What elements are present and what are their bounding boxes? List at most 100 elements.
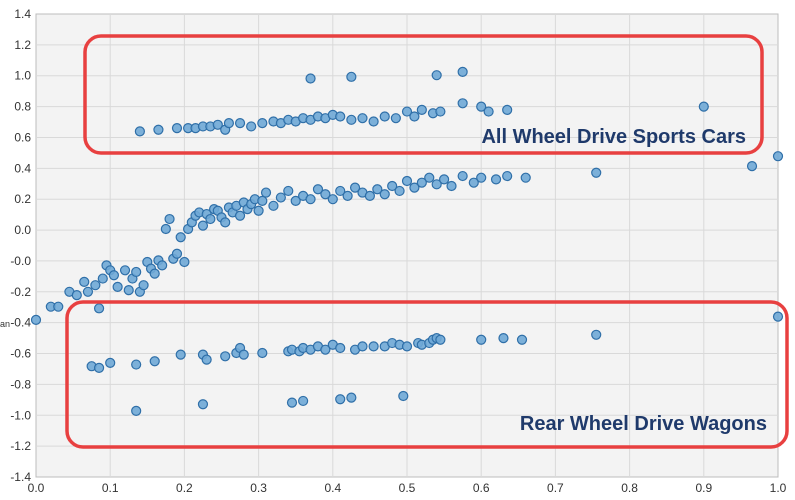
y-tick-label: 1.4 [14, 7, 31, 21]
data-point [93, 303, 105, 314]
data-point [179, 256, 190, 268]
data-point [746, 161, 758, 172]
x-tick-label: 0.1 [102, 481, 119, 495]
data-point [234, 210, 246, 221]
data-point [468, 177, 479, 188]
data-point [457, 66, 468, 77]
y-axis: 1.4 1.2 1.0 0.8 0.6 0.4 0.2 0.0 -0.0 -0.2 -0.4 -0.6… [10, 7, 31, 484]
data-point [71, 290, 82, 301]
data-point [335, 111, 346, 122]
data-points [30, 66, 784, 416]
x-tick-label: 0.3 [250, 481, 267, 495]
data-point [30, 314, 42, 326]
data-point [398, 390, 409, 402]
data-point [149, 268, 160, 279]
data-point [164, 213, 175, 225]
data-point [349, 182, 361, 193]
data-point [502, 170, 513, 182]
data-point [346, 71, 357, 82]
data-point [390, 113, 401, 124]
y-tick-label: -0.2 [10, 285, 31, 299]
x-tick-label: 0.2 [176, 481, 193, 495]
data-point [409, 111, 420, 122]
data-point [171, 122, 183, 134]
data-point [401, 106, 413, 117]
data-point [591, 167, 602, 178]
data-point [93, 362, 105, 373]
data-point [476, 172, 487, 183]
data-point [238, 349, 249, 360]
data-point [368, 116, 379, 127]
data-point [502, 104, 513, 116]
data-point [153, 124, 164, 135]
data-point [212, 119, 223, 130]
data-point [431, 179, 442, 190]
annotation-box-awd [83, 34, 764, 155]
data-point [520, 172, 531, 183]
y-tick-label: -0.0 [10, 254, 31, 268]
data-point [268, 200, 279, 211]
data-point [175, 232, 186, 243]
data-point [290, 195, 301, 206]
data-point [79, 276, 90, 287]
data-point [346, 114, 357, 125]
data-point [157, 260, 168, 271]
data-point [457, 98, 468, 109]
data-point [591, 329, 602, 340]
y-tick-label: -0.4 [10, 316, 31, 330]
data-point [312, 184, 324, 195]
data-point [457, 170, 468, 182]
y-tick-label: -1.2 [10, 439, 31, 453]
data-point [298, 395, 309, 407]
data-point [424, 172, 435, 183]
data-point [108, 270, 120, 281]
data-point [346, 392, 357, 403]
y-tick-label: -1.4 [10, 470, 31, 484]
data-point [97, 273, 108, 284]
data-point [401, 175, 413, 187]
x-axis: 0.0 0.1 0.2 0.3 0.4 0.5 0.6 0.7 0.8 0.9 1.0 [28, 481, 787, 495]
data-point [201, 354, 212, 365]
data-point [446, 180, 457, 192]
y-tick-label: 1.0 [14, 69, 31, 83]
data-point [379, 111, 390, 122]
data-point [342, 190, 353, 201]
data-point [257, 195, 268, 206]
annotation-label-awd: All Wheel Drive Sports Cars [481, 126, 746, 148]
data-point [435, 334, 446, 345]
data-point [490, 174, 502, 185]
data-point [483, 106, 494, 117]
annotation-label-rwd: Rear Wheel Drive Wagons [520, 413, 767, 435]
data-point [119, 265, 131, 276]
data-point [335, 394, 346, 405]
data-point [387, 180, 398, 192]
y-axis-label: an [0, 319, 10, 329]
y-tick-label: 0.4 [14, 161, 31, 175]
y-tick-label: -0.6 [10, 347, 31, 361]
y-tick-label: -0.8 [10, 377, 31, 391]
data-point [220, 217, 231, 228]
data-point [160, 223, 171, 235]
data-point [82, 286, 94, 297]
data-point [476, 334, 487, 345]
data-point [335, 185, 346, 197]
data-point [90, 280, 101, 291]
data-point [257, 347, 268, 359]
data-point [53, 301, 64, 312]
x-tick-label: 0.8 [621, 481, 638, 495]
data-point [320, 344, 331, 355]
data-point [772, 311, 784, 322]
data-point [131, 405, 142, 416]
data-point [364, 190, 375, 201]
data-point [772, 151, 784, 162]
data-point [498, 333, 509, 344]
x-tick-label: 0.9 [695, 481, 712, 495]
x-tick-label: 0.0 [28, 481, 45, 495]
data-point [439, 174, 450, 185]
data-point [305, 73, 316, 84]
data-point [149, 356, 160, 367]
data-point [379, 189, 390, 200]
data-point [357, 341, 368, 352]
data-point [197, 220, 209, 231]
